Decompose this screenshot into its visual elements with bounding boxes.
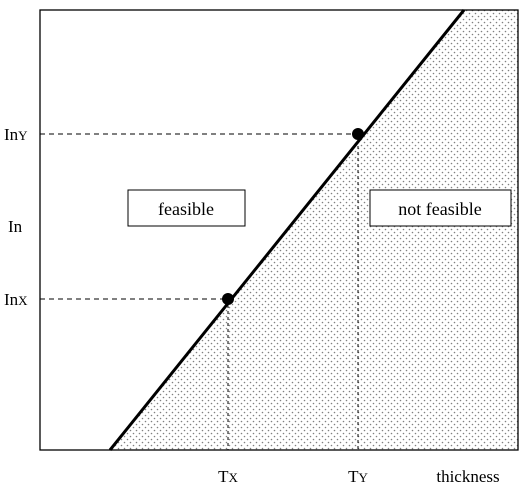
not-feasible-label: not feasible: [398, 199, 481, 219]
y-tick-in-y: InY: [4, 125, 28, 144]
x-axis-label: thickness: [436, 467, 499, 486]
x-tick-t-x: TX: [218, 467, 238, 486]
feasible-label: feasible: [158, 199, 214, 219]
point-y: [352, 128, 364, 140]
y-tick-in-x: InX: [4, 290, 28, 309]
not-feasible-region: [110, 10, 519, 450]
x-tick-t-y: TY: [348, 467, 368, 486]
point-x: [222, 293, 234, 305]
y-axis-label: In: [8, 217, 23, 236]
